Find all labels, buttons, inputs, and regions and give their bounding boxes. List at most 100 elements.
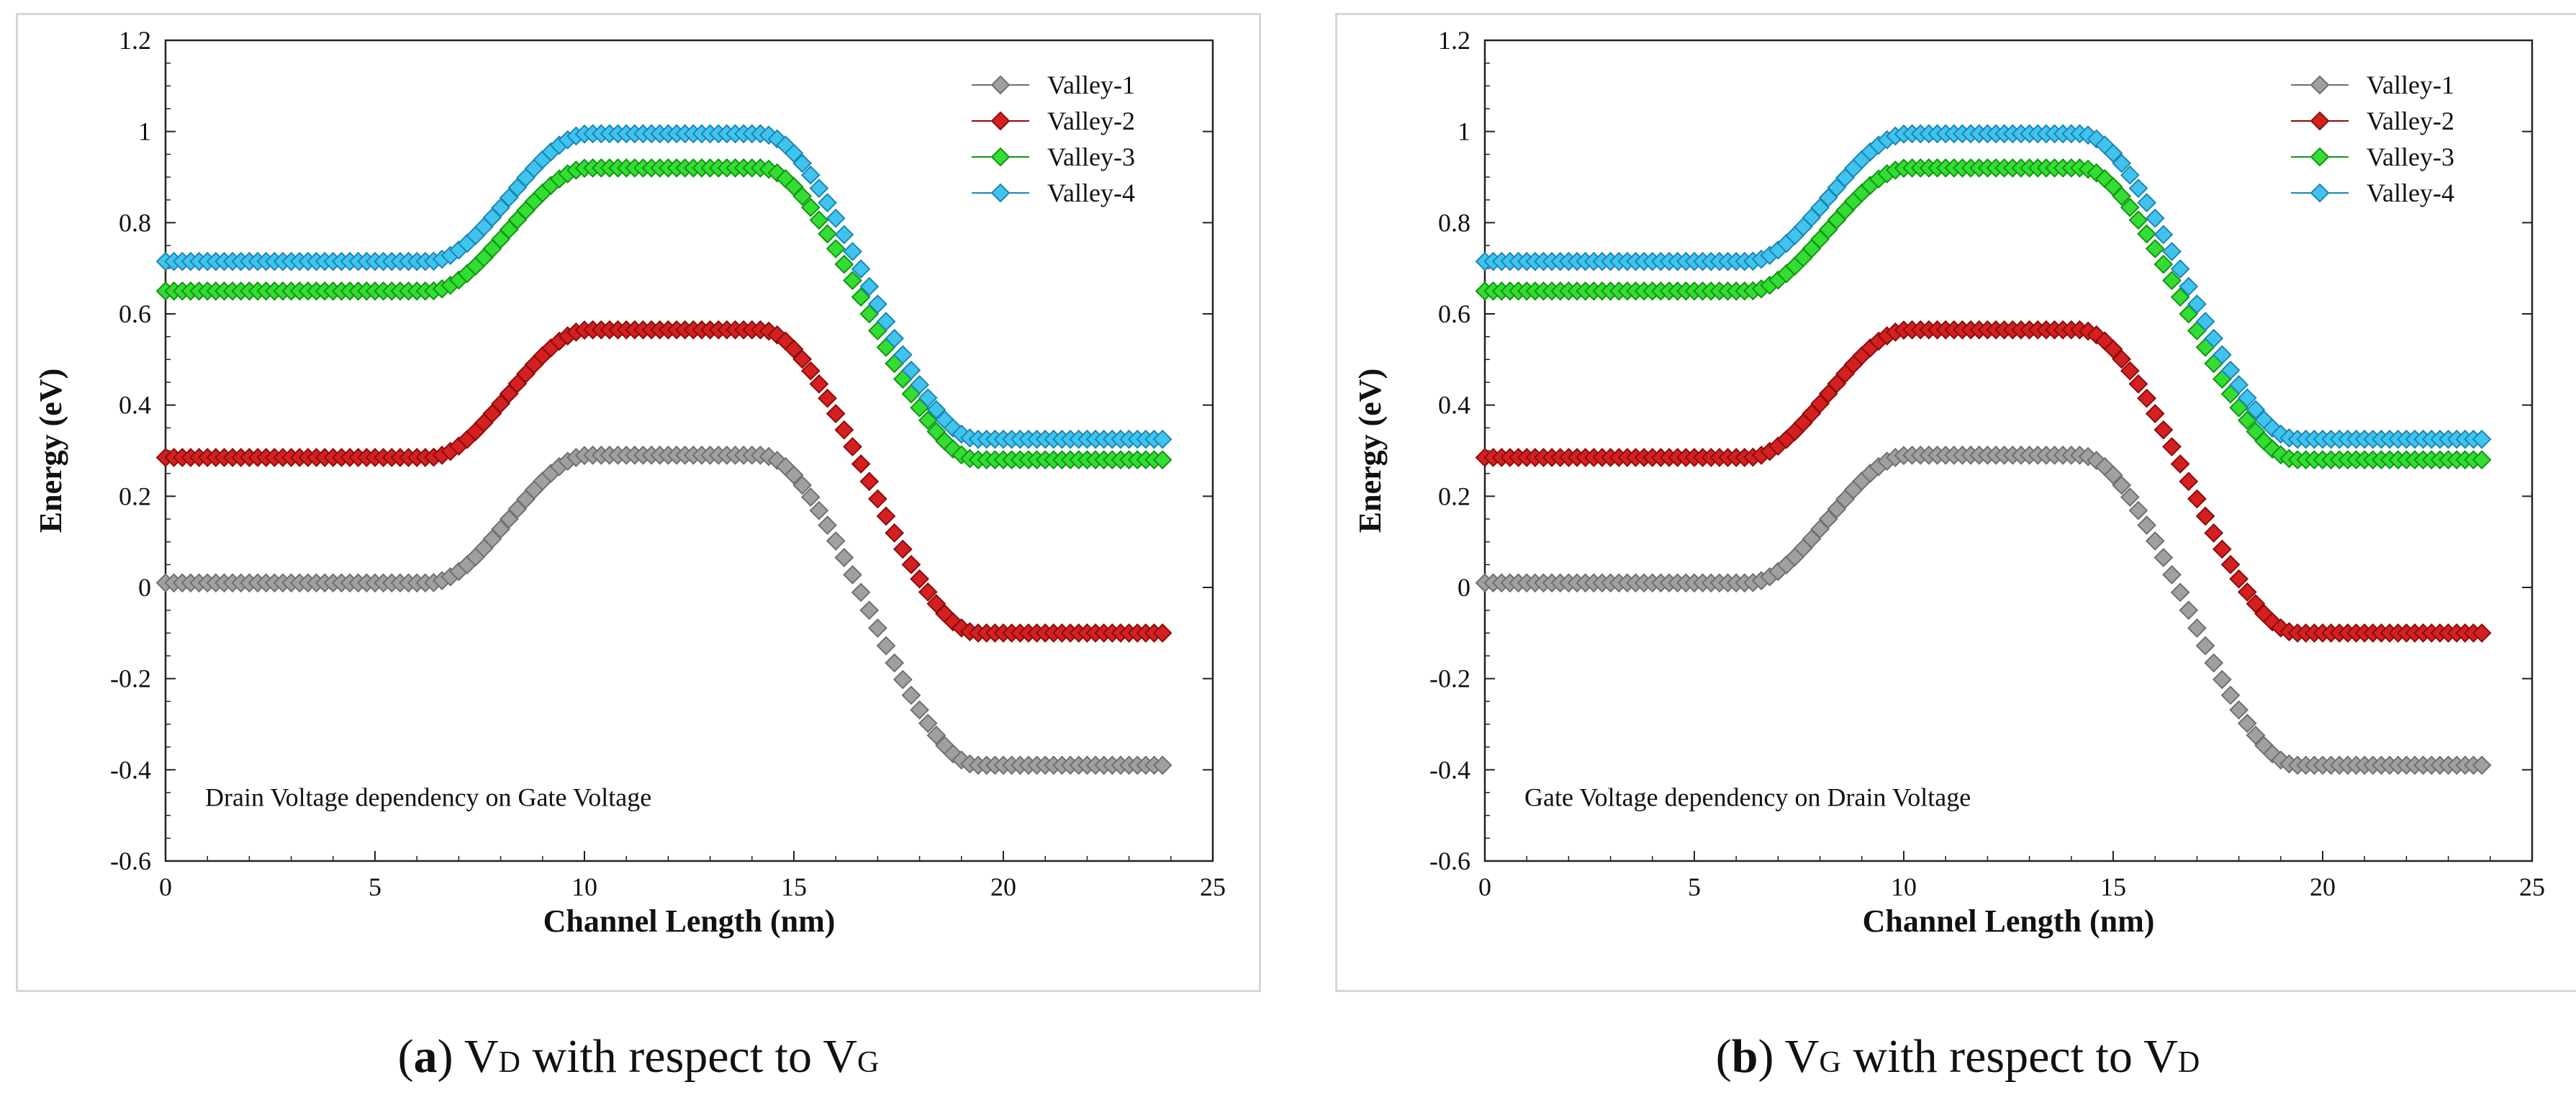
data-point: [918, 582, 938, 602]
y-tick-label: 0.4: [1438, 391, 1470, 420]
series-valley-2: [1475, 320, 2492, 643]
data-point: [2120, 487, 2140, 507]
caption-a: (a) VD with respect to VG: [397, 1030, 880, 1083]
chart-panel-b: -0.6 -0.4 -0.2 0 0.2 0.4 0.6 0.8 1 1.2 0 5 10 15 20 25 C…: [1335, 13, 2576, 992]
data-point: [2112, 153, 2132, 173]
series-valley-2: [155, 320, 1172, 643]
data-point: [2137, 224, 2156, 244]
legend-marker: [990, 183, 1011, 203]
data-point: [2170, 454, 2190, 474]
chart-annotation: Gate Voltage dependency on Drain Voltage: [1524, 783, 1971, 811]
series-valley-4: [155, 124, 1172, 449]
legend-label: Valley-3: [2367, 143, 2454, 171]
y-tick-label: 1: [138, 117, 151, 146]
data-point: [809, 500, 829, 520]
caption-subscript: D: [2177, 1046, 2200, 1079]
data-point: [834, 225, 854, 245]
data-point: [859, 600, 880, 621]
data-point: [926, 594, 946, 614]
data-point: [926, 400, 946, 420]
y-tick-label: 0.2: [119, 482, 151, 510]
legend-label: Valley-2: [1047, 107, 1135, 135]
data-point: [892, 670, 913, 690]
data-point: [2237, 713, 2257, 734]
data-point: [826, 531, 846, 551]
legend-marker: [990, 111, 1011, 131]
data-point: [2246, 594, 2266, 614]
data-point: [499, 384, 519, 404]
data-point: [792, 186, 813, 206]
data-point: [2187, 618, 2207, 638]
data-point: [2154, 254, 2174, 274]
data-point: [2195, 312, 2215, 331]
data-point: [2103, 465, 2123, 485]
data-point: [784, 465, 804, 485]
data-point: [867, 618, 887, 638]
data-point: [843, 437, 862, 456]
data-point: [910, 569, 930, 589]
data-point: [2120, 361, 2140, 381]
data-point: [491, 519, 511, 539]
data-point: [834, 254, 854, 274]
data-point: [1818, 188, 1838, 207]
legend-label: Valley-1: [1047, 71, 1135, 99]
data-point: [885, 653, 905, 673]
data-point: [876, 312, 896, 331]
data-point: [2187, 294, 2207, 314]
data-point: [918, 410, 938, 430]
y-tick-label: 1.2: [119, 26, 151, 55]
data-point: [1152, 623, 1172, 643]
data-point: [2212, 539, 2232, 559]
data-point: [859, 276, 880, 297]
data-point: [2162, 564, 2182, 585]
legend-label: Valley-4: [2367, 179, 2454, 207]
series-valley-1: [1475, 445, 2492, 775]
data-point: [784, 143, 804, 163]
data-point: [2212, 670, 2232, 690]
x-tick-label: 20: [2310, 873, 2336, 901]
data-point: [2237, 388, 2257, 408]
data-point: [2204, 653, 2224, 673]
y-tick-label: -0.6: [110, 847, 151, 875]
data-point: [1152, 429, 1172, 449]
data-point: [2112, 475, 2132, 495]
data-point: [2120, 165, 2140, 185]
x-tick-label: 5: [369, 873, 381, 901]
chart-a-svg: -0.6 -0.4 -0.2 0 0.2 0.4 0.6 0.8 1 1.2 0 5 10 15 20 25 C…: [33, 26, 1226, 939]
data-point: [910, 375, 930, 395]
data-point: [885, 328, 905, 348]
data-point: [843, 564, 862, 585]
data-point: [867, 489, 887, 509]
y-tick-label: 0.8: [119, 208, 151, 237]
y-tick-label: -0.6: [1429, 847, 1470, 875]
x-tick-label: 10: [1891, 873, 1917, 901]
chart-panel-a: -0.6 -0.4 -0.2 0 0.2 0.4 0.6 0.8 1 1.2 0 5 10 15 20 25 C…: [16, 13, 1261, 992]
caption-b: (b) VG with respect to VD: [1715, 1030, 2200, 1083]
data-point: [1810, 394, 1830, 414]
data-point: [859, 472, 880, 492]
data-point: [2170, 582, 2190, 603]
data-point: [809, 210, 829, 230]
chart-b-svg: -0.6 -0.4 -0.2 0 0.2 0.4 0.6 0.8 1 1.2 0 5 10 15 20 25 C…: [1352, 26, 2545, 939]
data-point: [809, 179, 829, 198]
legend-marker: [990, 75, 1011, 95]
data-point: [2204, 523, 2224, 543]
caption-text: with respect to: [520, 1030, 823, 1083]
chart-annotation: Drain Voltage dependency on Gate Voltage: [205, 783, 651, 811]
data-point: [2220, 360, 2241, 380]
data-point: [800, 361, 821, 381]
caption-subscript: D: [498, 1046, 520, 1079]
data-point: [2137, 515, 2156, 535]
data-point: [2145, 208, 2165, 228]
data-point: [2170, 287, 2190, 307]
x-tick-label: 10: [571, 873, 597, 901]
data-point: [2237, 410, 2257, 430]
y-tick-label: 0: [138, 573, 151, 602]
data-point: [2472, 755, 2492, 775]
caption-var: V: [464, 1030, 499, 1083]
series-valley-3: [1475, 158, 2492, 470]
data-point: [2212, 345, 2232, 365]
x-tick-label: 25: [2519, 873, 2545, 901]
data-point: [800, 197, 821, 217]
caption-var: V: [823, 1030, 857, 1083]
